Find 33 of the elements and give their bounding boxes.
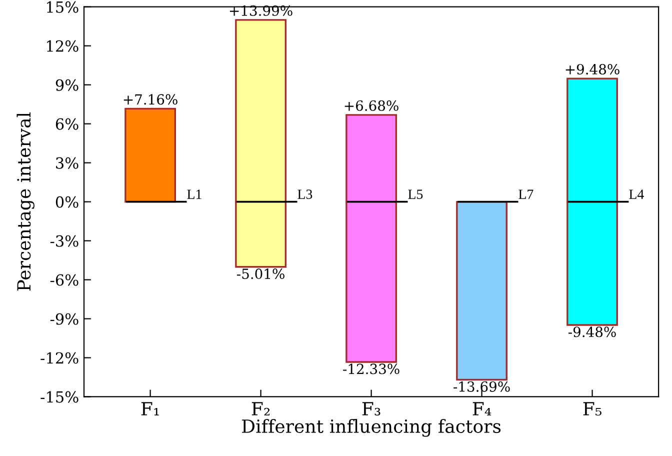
data-label: -5.01% xyxy=(236,268,284,280)
y-tick-label: -6% xyxy=(50,274,78,286)
y-tick-label: -15% xyxy=(40,391,78,403)
y-tick-label: 15% xyxy=(47,1,78,13)
annotation: L5 xyxy=(408,190,423,199)
y-tick-label: 3% xyxy=(56,157,78,169)
x-tick-label: F₁ xyxy=(141,402,159,416)
bar xyxy=(456,200,508,381)
y-tick-label: 12% xyxy=(47,40,78,52)
y-tick-label: -3% xyxy=(50,235,78,247)
annotation: L4 xyxy=(629,190,644,199)
y-tick-label: 6% xyxy=(56,118,78,130)
annotation: L7 xyxy=(518,190,534,199)
data-label: +7.16% xyxy=(124,94,178,105)
data-label: +6.68% xyxy=(344,100,398,111)
x-tick-label: F₃ xyxy=(362,402,380,416)
x-tick-label: F₅ xyxy=(583,402,602,416)
data-label: -13.69% xyxy=(454,381,510,392)
annotation: L1 xyxy=(187,190,202,199)
x-axis-title: Different influencing factors xyxy=(242,419,501,437)
data-label: +13.99% xyxy=(230,5,292,16)
y-tick-label: -9% xyxy=(50,313,78,325)
y-tick-label: -12% xyxy=(40,352,78,364)
x-tick-label: F₂ xyxy=(252,402,270,416)
y-tick-label: 9% xyxy=(56,79,78,91)
data-label: -12.33% xyxy=(343,364,400,374)
x-tick-label: F₄ xyxy=(472,402,492,416)
annotation: L3 xyxy=(298,190,312,199)
bar xyxy=(124,108,176,203)
data-label: -9.48% xyxy=(568,326,616,338)
y-tick-label: 0% xyxy=(56,196,78,208)
data-label: +9.48% xyxy=(566,64,620,74)
y-axis-title: Percentage interval xyxy=(16,112,34,291)
